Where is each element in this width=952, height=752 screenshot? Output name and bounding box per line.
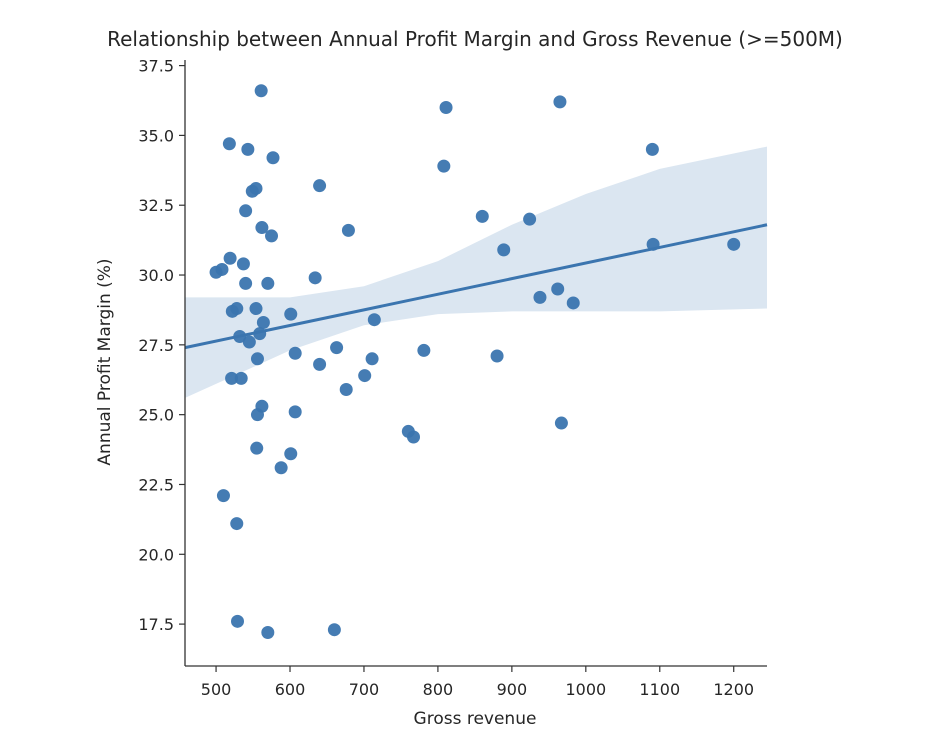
data-point [265, 229, 279, 243]
data-point [407, 430, 421, 444]
data-point [249, 302, 263, 316]
data-point [727, 237, 741, 251]
data-point [437, 159, 451, 173]
data-point [288, 346, 302, 360]
data-point [255, 221, 269, 235]
data-point [223, 251, 237, 265]
data-point [233, 329, 247, 343]
y-tick-label: 37.5 [138, 57, 174, 76]
data-point [250, 352, 264, 366]
data-point [225, 304, 239, 318]
y-tick-label: 27.5 [138, 336, 174, 355]
data-point [490, 349, 504, 363]
data-point [234, 371, 248, 385]
y-tick-label: 25.0 [138, 406, 174, 425]
y-tick-label: 32.5 [138, 196, 174, 215]
data-point [417, 343, 431, 357]
chart-title: Relationship between Annual Profit Margi… [107, 27, 843, 51]
x-tick-label: 1000 [565, 680, 606, 699]
confidence-band [185, 146, 767, 398]
axes-layer: 500 600 700 800 900 1000 1100 1200 17.5 20.0 22.5 2… [138, 57, 767, 699]
data-point [288, 405, 302, 419]
y-tick-label: 35.0 [138, 126, 174, 145]
data-point [551, 282, 565, 296]
regression-line [184, 223, 768, 350]
data-point [209, 265, 223, 279]
confidence-band-layer [185, 146, 767, 398]
x-tick-label: 700 [349, 680, 380, 699]
data-point [216, 489, 230, 503]
y-tick-label: 30.0 [138, 266, 174, 285]
x-tick-label: 900 [497, 680, 528, 699]
data-point [533, 290, 547, 304]
x-tick-label: 600 [275, 680, 306, 699]
data-point [497, 243, 511, 257]
data-point [253, 327, 267, 341]
data-point [566, 296, 580, 310]
data-point [646, 237, 660, 251]
y-tick-label: 20.0 [138, 545, 174, 564]
x-tick-label: 1100 [639, 680, 680, 699]
data-point [250, 408, 264, 422]
data-point [236, 257, 250, 271]
data-point [327, 623, 341, 637]
data-point [554, 416, 568, 430]
data-point [239, 276, 253, 290]
y-tick-label: 22.5 [138, 475, 174, 494]
data-point [553, 95, 567, 109]
x-tick-label: 1200 [713, 680, 754, 699]
data-point [242, 335, 256, 349]
points-layer [209, 84, 741, 639]
data-point [231, 614, 245, 628]
data-point [308, 271, 322, 285]
data-point [239, 204, 253, 218]
data-point [475, 209, 489, 223]
data-point [313, 357, 327, 371]
regression-layer [184, 223, 768, 350]
data-point [225, 371, 239, 385]
data-point [256, 316, 270, 330]
x-tick-label: 500 [201, 680, 232, 699]
x-tick-label: 800 [423, 680, 454, 699]
data-point [330, 341, 344, 355]
data-point [222, 137, 236, 151]
data-point [358, 369, 372, 383]
data-point [261, 625, 275, 639]
data-point [523, 212, 537, 226]
data-point [284, 307, 298, 321]
data-point [250, 441, 264, 455]
y-tick-label: 17.5 [138, 615, 174, 634]
data-point [645, 142, 659, 156]
data-point [241, 142, 255, 156]
data-point [341, 223, 355, 237]
data-point [266, 151, 280, 165]
data-point [339, 383, 353, 397]
data-point [439, 100, 453, 114]
data-point [274, 461, 288, 475]
data-point [249, 181, 263, 195]
data-point [367, 313, 381, 327]
data-point [365, 352, 379, 366]
data-point [254, 84, 268, 98]
data-point [230, 517, 244, 531]
x-axis-label: Gross revenue [414, 709, 537, 729]
data-point [284, 447, 298, 461]
data-point [261, 276, 275, 290]
y-axis-label: Annual Profit Margin (%) [95, 258, 115, 465]
data-point [313, 179, 327, 193]
